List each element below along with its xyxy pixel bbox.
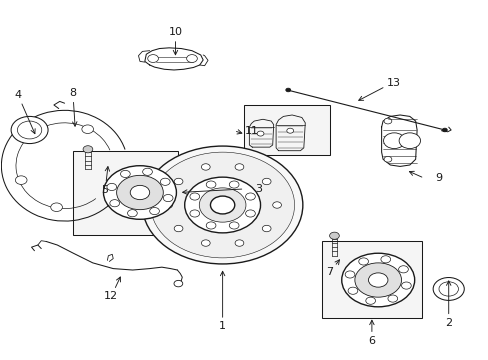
Circle shape bbox=[150, 152, 294, 258]
Circle shape bbox=[347, 287, 357, 294]
Bar bbox=[73, 152, 178, 235]
Circle shape bbox=[201, 240, 210, 246]
Circle shape bbox=[383, 133, 404, 149]
Circle shape bbox=[18, 121, 41, 139]
Circle shape bbox=[15, 176, 27, 184]
Text: 3: 3 bbox=[255, 184, 262, 194]
Circle shape bbox=[235, 164, 244, 170]
Circle shape bbox=[199, 188, 245, 222]
Circle shape bbox=[163, 194, 173, 202]
Text: 7: 7 bbox=[325, 267, 333, 277]
Circle shape bbox=[83, 146, 93, 153]
Circle shape bbox=[387, 295, 397, 302]
Circle shape bbox=[285, 88, 290, 92]
Circle shape bbox=[174, 178, 183, 185]
Circle shape bbox=[201, 164, 210, 170]
Circle shape bbox=[130, 185, 149, 200]
Circle shape bbox=[262, 225, 270, 232]
Circle shape bbox=[286, 128, 293, 133]
Circle shape bbox=[127, 210, 137, 217]
Circle shape bbox=[262, 178, 270, 185]
Circle shape bbox=[147, 55, 158, 63]
Circle shape bbox=[438, 282, 458, 296]
Text: 11: 11 bbox=[244, 126, 258, 136]
Text: 2: 2 bbox=[444, 318, 451, 328]
Text: 8: 8 bbox=[69, 88, 76, 98]
Text: 4: 4 bbox=[14, 90, 21, 100]
Circle shape bbox=[142, 168, 152, 175]
Circle shape bbox=[401, 282, 410, 289]
Circle shape bbox=[432, 278, 463, 300]
Circle shape bbox=[184, 177, 260, 233]
Circle shape bbox=[383, 118, 391, 124]
Circle shape bbox=[116, 175, 163, 210]
Circle shape bbox=[174, 225, 183, 232]
Circle shape bbox=[186, 55, 197, 63]
Circle shape bbox=[189, 210, 199, 217]
Circle shape bbox=[36, 125, 47, 134]
Circle shape bbox=[149, 207, 159, 215]
Text: 9: 9 bbox=[434, 173, 441, 183]
Text: 1: 1 bbox=[219, 321, 225, 332]
Circle shape bbox=[245, 210, 255, 217]
Bar bbox=[322, 241, 421, 318]
Circle shape bbox=[341, 253, 414, 307]
Circle shape bbox=[11, 116, 48, 144]
Circle shape bbox=[120, 170, 130, 177]
Text: 5: 5 bbox=[102, 185, 108, 195]
Circle shape bbox=[160, 178, 170, 185]
Circle shape bbox=[229, 181, 239, 188]
Circle shape bbox=[107, 183, 117, 190]
Bar bbox=[244, 105, 329, 155]
Circle shape bbox=[235, 240, 244, 246]
Circle shape bbox=[206, 222, 216, 229]
Circle shape bbox=[257, 131, 264, 136]
Circle shape bbox=[174, 280, 183, 287]
Circle shape bbox=[368, 273, 387, 287]
Circle shape bbox=[345, 271, 354, 278]
Circle shape bbox=[383, 157, 391, 162]
Circle shape bbox=[398, 266, 407, 273]
Circle shape bbox=[81, 125, 93, 134]
Circle shape bbox=[142, 146, 302, 264]
Circle shape bbox=[110, 200, 119, 207]
Circle shape bbox=[210, 196, 234, 214]
Text: 13: 13 bbox=[386, 78, 400, 88]
Circle shape bbox=[272, 202, 281, 208]
Text: 10: 10 bbox=[168, 27, 182, 37]
Circle shape bbox=[245, 193, 255, 200]
Circle shape bbox=[189, 193, 199, 200]
Text: 6: 6 bbox=[367, 336, 375, 346]
Circle shape bbox=[380, 256, 390, 263]
Circle shape bbox=[163, 202, 172, 208]
Circle shape bbox=[358, 258, 368, 265]
Circle shape bbox=[51, 203, 62, 212]
Circle shape bbox=[354, 263, 401, 297]
Circle shape bbox=[329, 232, 339, 239]
Circle shape bbox=[229, 222, 239, 229]
Circle shape bbox=[398, 133, 420, 149]
Text: 12: 12 bbox=[104, 291, 118, 301]
Circle shape bbox=[442, 128, 447, 132]
Circle shape bbox=[206, 181, 216, 188]
Circle shape bbox=[103, 166, 176, 219]
Circle shape bbox=[365, 297, 375, 304]
